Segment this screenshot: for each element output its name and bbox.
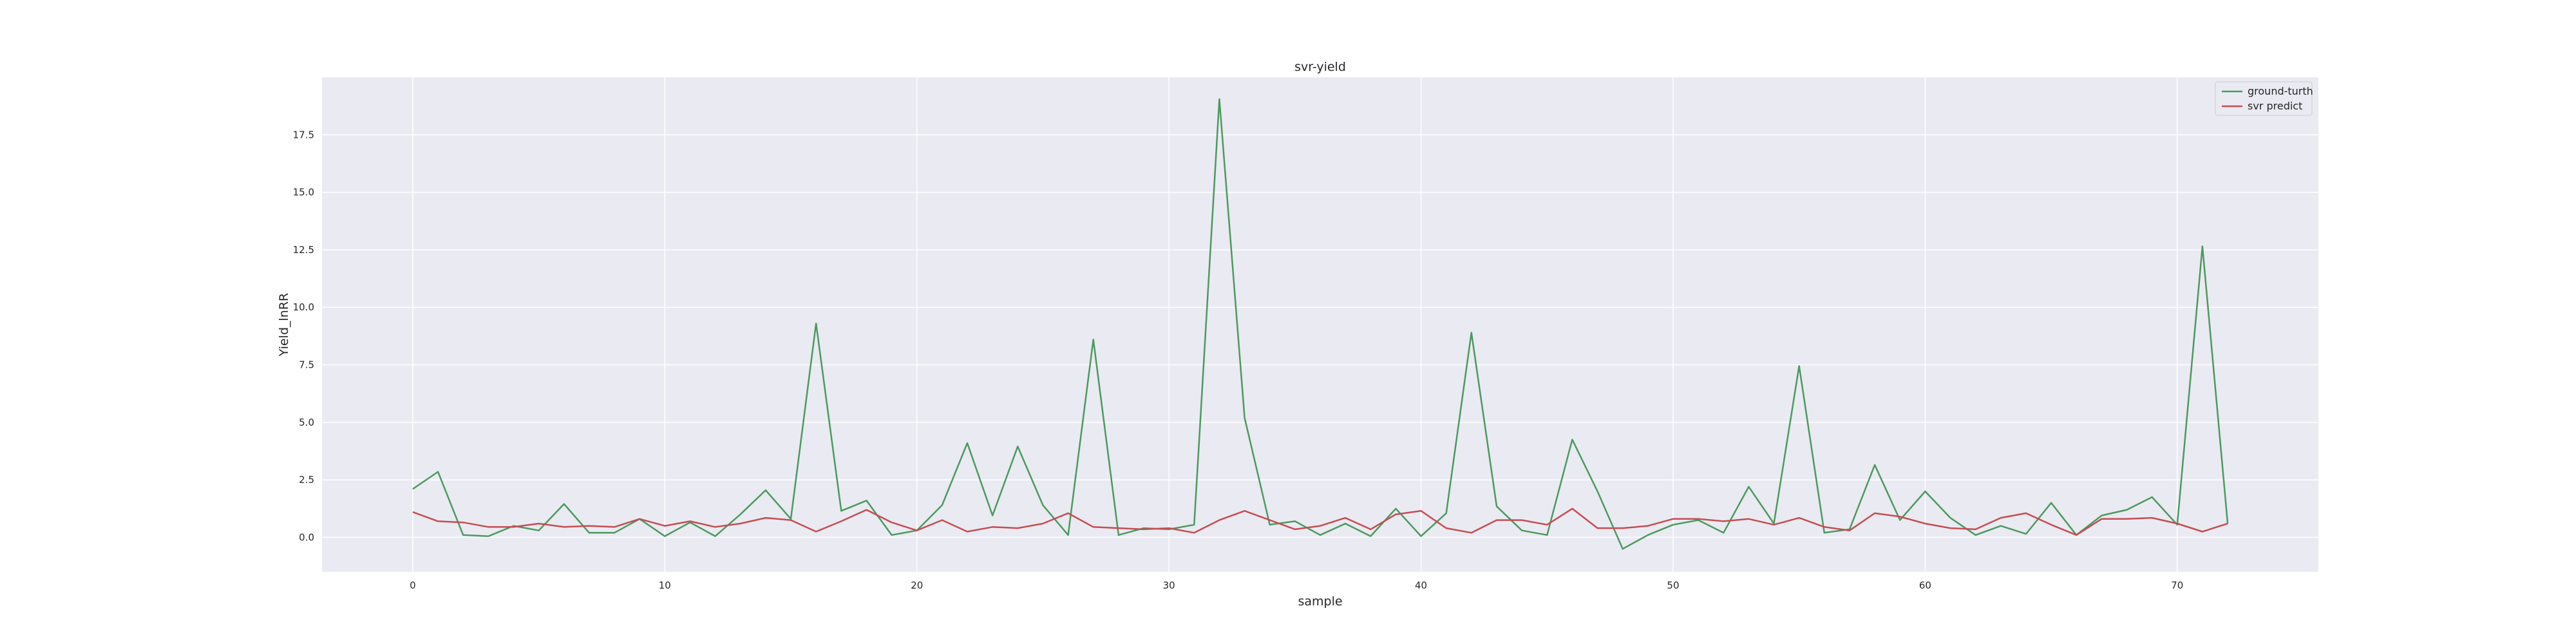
- y-axis-label: Yield_lnRR: [277, 293, 291, 357]
- legend-label-1: svr predict: [2248, 100, 2302, 112]
- y-tick-label: 5.0: [299, 417, 314, 428]
- y-tick-label: 15.0: [293, 187, 314, 198]
- y-tick-label: 7.5: [299, 359, 314, 371]
- x-tick-label: 0: [410, 580, 416, 591]
- chart-title: svr-yield: [1294, 60, 1346, 74]
- y-tick-label: 0.0: [299, 531, 314, 543]
- y-tick-label: 10.0: [293, 301, 314, 313]
- x-tick-label: 10: [659, 580, 671, 591]
- legend: ground-turth svr predict: [2215, 81, 2313, 116]
- legend-label-0: ground-turth: [2248, 85, 2313, 97]
- x-tick-label: 70: [2171, 580, 2183, 591]
- x-tick-label: 60: [1919, 580, 1931, 591]
- series-line-1: [412, 507, 2228, 536]
- y-tick-label: 2.5: [299, 474, 314, 486]
- series-layer: [412, 98, 2229, 550]
- y-tick-label: 17.5: [293, 129, 314, 140]
- tick-labels: 0 10 20 30 40 50 60 70 0.0 2.5 5.0 7.5 10.0 12.5 15.0 1…: [293, 129, 2184, 591]
- x-tick-label: 50: [1667, 580, 1679, 591]
- x-axis-label: sample: [1298, 594, 1342, 609]
- x-tick-label: 20: [911, 580, 923, 591]
- x-tick-label: 30: [1163, 580, 1175, 591]
- y-tick-label: 12.5: [293, 244, 314, 256]
- grid-lines: [322, 77, 2318, 572]
- x-tick-label: 40: [1415, 580, 1427, 591]
- series-line-0: [412, 98, 2229, 550]
- plot-area: [322, 77, 2318, 572]
